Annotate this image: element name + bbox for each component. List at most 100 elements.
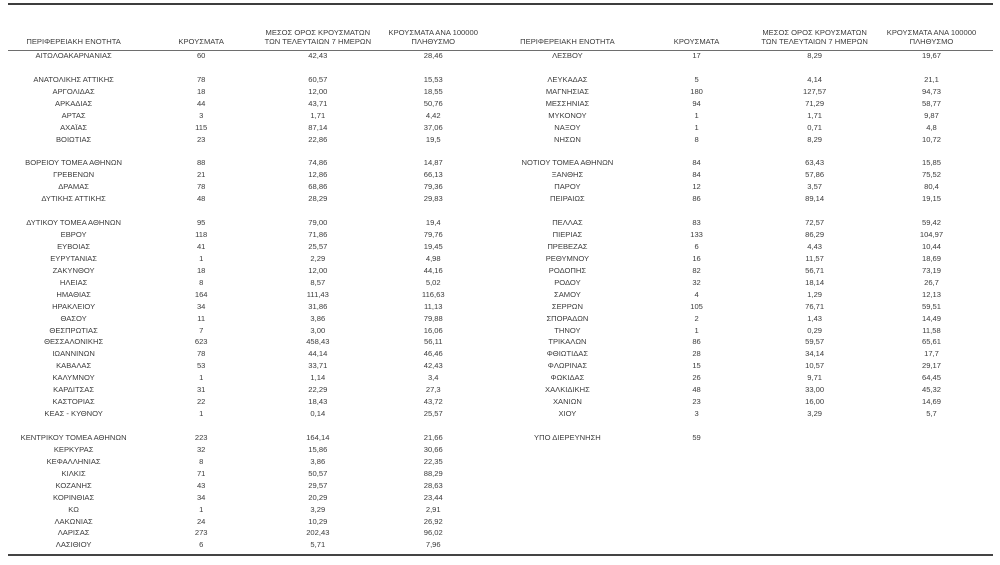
cases-cell: 8 [199,277,204,287]
avg-7day-cell: 12,00 [308,86,328,96]
spacer-cell [634,420,759,432]
cases-cell: 1 [199,409,204,419]
table-row: ΚΑΡΔΙΤΣΑΣ 31 22,29 27,3 [8,384,494,396]
per-100k-cell: 79,36 [423,182,443,192]
table-row: ΚΙΛΚΙΣ 71 50,57 88,29 [8,468,494,480]
region-cell: ΘΕΣΠΡΩΤΙΑΣ [49,325,98,335]
table-row: ΡΟΔΟΠΗΣ 82 56,71 73,19 [501,265,993,277]
per-100k-cell: 21,66 [423,432,443,442]
cases-cell: 8 [199,456,204,466]
table-row: ΚΑΣΤΟΡΙΑΣ 22 18,43 43,72 [8,396,494,408]
cases-cell: 17 [692,51,701,60]
spacer-row [8,145,494,157]
avg-7day-cell: 42,43 [308,51,328,60]
avg-7day-cell: 63,43 [805,158,825,168]
table-row: ΑΝΑΤΟΛΙΚΗΣ ΑΤΤΙΚΗΣ 78 60,57 15,53 [8,74,494,86]
region-cell: ΘΑΣΟΥ [60,313,87,323]
per-100k-cell: 7,96 [425,540,441,550]
cases-cell: 22 [196,397,206,407]
region-cell: ΑΙΤΩΛΟΑΚΑΡΝΑΝΙΑΣ [35,51,112,60]
cases-cell: 34 [196,492,206,502]
cases-cell: 12 [692,182,701,192]
per-100k-cell: 116,63 [421,289,445,299]
avg-7day-cell: 86,29 [805,230,825,240]
cases-cell: 88 [196,158,206,168]
per-100k-cell: 66,13 [423,170,443,180]
region-cell: ΚΕΡΚΥΡΑΣ [53,444,94,454]
per-100k-cell: 43,72 [423,397,443,407]
region-cell: ΑΡΓΟΛΙΔΑΣ [52,86,95,96]
cases-cell: 6 [199,540,204,550]
table-row: ΥΠΟ ΔΙΕΡΕΥΝΗΣΗ 59 [501,432,993,444]
cases-cell: 28 [692,349,701,359]
cases-cell: 15 [692,361,701,371]
cases-cell: 3 [694,409,699,419]
cases-cell: 84 [692,170,701,180]
per-100k-cell: 96,02 [423,528,443,538]
spacer-cell [8,145,139,157]
per-100k-cell: 42,43 [423,361,443,371]
table-row: ΣΑΜΟΥ 4 1,29 12,13 [501,289,993,301]
spacer-row [501,62,993,74]
spacer-cell [759,205,870,217]
cases-cell: 1 [199,373,204,383]
per-100k-cell: 23,44 [423,492,443,502]
avg-7day-cell: 8,57 [310,277,326,287]
per-100k-cell: 28,46 [423,51,443,60]
cases-cell: 3 [199,110,204,120]
table-row: ΦΩΚΙΔΑΣ 26 9,71 64,45 [501,372,993,384]
spacer-cell [372,145,494,157]
spacer-row [8,62,494,74]
table-row: ΗΜΑΘΙΑΣ 164 111,43 116,63 [8,289,494,301]
table-row: ΜΕΣΣΗΝΙΑΣ 94 71,29 58,77 [501,98,993,110]
table-row: ΚΟΖΑΝΗΣ 43 29,57 28,63 [8,480,494,492]
per-100k-cell: 11,13 [424,301,443,311]
per-100k-cell: 88,29 [423,468,443,478]
per-100k-cell: 79,76 [423,230,443,240]
cases-cell: 118 [195,230,208,240]
per-100k-cell: 94,73 [921,86,941,96]
per-100k-cell: 19,45 [423,241,443,251]
avg-7day-cell: 29,57 [308,480,328,490]
avg-7day-cell: 25,57 [308,241,328,251]
cases-cell: 34 [196,301,206,311]
region-cell: ΕΥΒΟΙΑΣ [57,241,91,251]
table-row: ΚΕΝΤΡΙΚΟΥ ΤΟΜΕΑ ΑΘΗΝΩΝ 223 164,14 21,66 [8,432,494,444]
cases-cell: 1 [694,122,699,132]
region-cell: ΚΙΛΚΙΣ [61,468,86,478]
per-100k-cell: 5,02 [425,277,441,287]
avg-7day-cell: 3,86 [310,313,326,323]
avg-7day-cell: 0,14 [310,409,326,419]
table-row: ΛΑΚΩΝΙΑΣ 24 10,29 26,92 [8,516,494,528]
cases-cell: 180 [690,86,703,96]
cases-cell: 23 [196,134,206,144]
per-100k-cell: 26,7 [924,277,939,287]
per-100k-cell: 64,45 [921,373,941,383]
table-row: ΣΕΡΡΩΝ 105 76,71 59,51 [501,301,993,313]
per-100k-cell: 75,52 [921,170,941,180]
per-100k-cell [870,432,993,444]
region-cell: ΑΝΑΤΟΛΙΚΗΣ ΑΤΤΙΚΗΣ [33,74,114,84]
table-row: ΕΥΡΥΤΑΝΙΑΣ 1 2,29 4,98 [8,253,494,265]
per-100k-cell: 18,55 [423,86,443,96]
spacer-cell [759,420,870,432]
region-cell: ΛΕΣΒΟΥ [552,51,583,60]
region-cell: ΠΕΛΛΑΣ [552,218,583,228]
cases-cell: 1 [694,110,699,120]
per-100k-cell: 19,4 [425,218,441,228]
per-100k-cell: 29,83 [423,194,443,204]
region-cell: ΛΑΚΩΝΙΑΣ [54,516,93,526]
cases-cell: 71 [196,468,206,478]
table-header-left: ΠΕΡΙΦΕΡΕΙΑΚΗ ΕΝΟΤΗΤΑ ΚΡΟΥΣΜΑΤΑ ΜΕΣΟΣ ΟΡΟΣ … [8,21,494,50]
avg-7day-cell: 68,86 [308,182,328,192]
region-cell: ΔΥΤΙΚΟΥ ΤΟΜΕΑ ΑΘΗΝΩΝ [26,218,121,228]
column-header-cases: ΚΡΟΥΣΜΑΤΑ [178,37,224,47]
per-100k-cell: 50,76 [423,98,443,108]
per-100k-cell: 80,4 [924,182,939,192]
header-row: ΠΕΡΙΦΕΡΕΙΑΚΗ ΕΝΟΤΗΤΑ ΚΡΟΥΣΜΑΤΑ ΜΕΣΟΣ ΟΡΟΣ … [501,21,993,50]
region-cell: ΝΑΞΟΥ [554,122,581,132]
region-cell: ΧΑΝΙΩΝ [552,397,582,407]
spacer-cell [634,62,759,74]
column-header-avg7: ΜΕΣΟΣ ΟΡΟΣ ΚΡΟΥΣΜΑΤΩΝ ΤΩΝ ΤΕΛΕΥΤΑΙΩΝ 7 ΗΜ… [761,28,868,47]
spacer-cell [870,420,993,432]
